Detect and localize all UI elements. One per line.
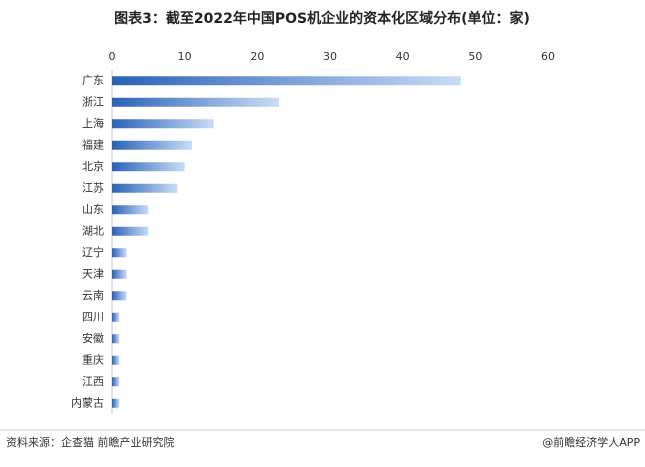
y-tick-label: 山东 bbox=[82, 203, 104, 216]
y-tick-label: 辽宁 bbox=[82, 245, 104, 259]
y-tick-label: 四川 bbox=[82, 310, 104, 323]
y-tick-label: 内蒙古 bbox=[71, 395, 104, 409]
x-tick-label: 40 bbox=[396, 50, 410, 63]
bar bbox=[112, 248, 127, 258]
bar bbox=[112, 76, 461, 86]
bar bbox=[112, 119, 214, 129]
y-tick-label: 浙江 bbox=[82, 95, 104, 108]
y-tick-label: 福建 bbox=[82, 137, 104, 151]
bar bbox=[112, 162, 185, 172]
source: 资料来源：企查猫 前瞻产业研究院 bbox=[6, 435, 175, 449]
x-tick-label: 10 bbox=[178, 50, 192, 63]
bar bbox=[112, 97, 280, 107]
credit: @前瞻经济学人APP bbox=[542, 435, 640, 449]
y-tick-label: 北京 bbox=[82, 159, 104, 173]
y-tick-label: 广东 bbox=[82, 74, 104, 87]
bar bbox=[112, 334, 120, 344]
bar bbox=[112, 183, 178, 193]
y-tick-label: 天津 bbox=[82, 267, 104, 280]
y-tick-label: 江苏 bbox=[82, 181, 104, 194]
y-tick-label: 重庆 bbox=[82, 352, 104, 366]
bar bbox=[112, 355, 120, 365]
y-tick-label: 江西 bbox=[82, 375, 104, 388]
chart-title: 图表3：截至2022年中国POS机企业的资本化区域分布(单位：家) bbox=[114, 10, 530, 27]
x-tick-label: 30 bbox=[323, 50, 337, 63]
y-tick-label: 上海 bbox=[82, 116, 104, 130]
bar bbox=[112, 377, 120, 387]
y-tick-label: 安徽 bbox=[82, 331, 104, 345]
bar bbox=[112, 398, 120, 408]
y-tick-label: 湖北 bbox=[82, 224, 104, 237]
x-tick-label: 20 bbox=[250, 50, 264, 63]
x-tick-label: 0 bbox=[109, 50, 116, 63]
bar bbox=[112, 140, 192, 150]
bar bbox=[112, 269, 127, 279]
bar bbox=[112, 226, 149, 236]
x-tick-label: 50 bbox=[468, 50, 482, 63]
bar bbox=[112, 205, 149, 215]
y-tick-label: 云南 bbox=[82, 289, 104, 302]
x-tick-label: 60 bbox=[541, 50, 555, 63]
bar bbox=[112, 291, 127, 301]
bar bbox=[112, 312, 120, 322]
